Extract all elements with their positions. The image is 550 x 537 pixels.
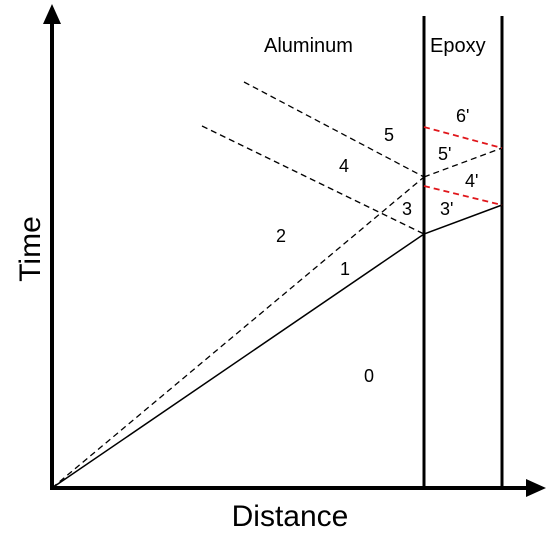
x-axis-label: Distance [231, 500, 349, 533]
region-label-5: 5 [384, 125, 394, 145]
incident-wave-line [51, 204, 503, 489]
region-label-2: 2 [276, 226, 286, 246]
red-dashed-upper [423, 126, 503, 149]
red-dashed-lower [423, 185, 503, 206]
region-label-3-prime: 3' [440, 199, 453, 219]
dashed-line-reflect-upper [243, 81, 425, 178]
region-label-4: 4 [339, 156, 349, 176]
distance-axis-arrow-icon [526, 479, 546, 497]
dashed-line-origin-extension [423, 147, 503, 178]
region-label-5-prime: 5' [438, 144, 451, 164]
region-label-4-prime: 4' [465, 171, 478, 191]
region-label-0: 0 [364, 366, 374, 386]
material-label-epoxy: Epoxy [430, 35, 486, 57]
region-label-1: 1 [340, 259, 350, 279]
epoxy-reflections [423, 126, 503, 206]
time-axis-arrow-icon [43, 4, 61, 24]
material-label-aluminum: Aluminum [264, 35, 353, 57]
dashed-line-reflect-lower [201, 125, 425, 235]
region-label-6-prime: 6' [456, 106, 469, 126]
y-axis-label: Time [14, 216, 47, 282]
region-label-3: 3 [402, 199, 412, 219]
dashed-line-origin [51, 176, 425, 489]
dashed-characteristics [51, 81, 503, 489]
